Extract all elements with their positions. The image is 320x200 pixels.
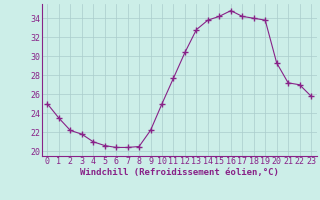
X-axis label: Windchill (Refroidissement éolien,°C): Windchill (Refroidissement éolien,°C) — [80, 168, 279, 177]
